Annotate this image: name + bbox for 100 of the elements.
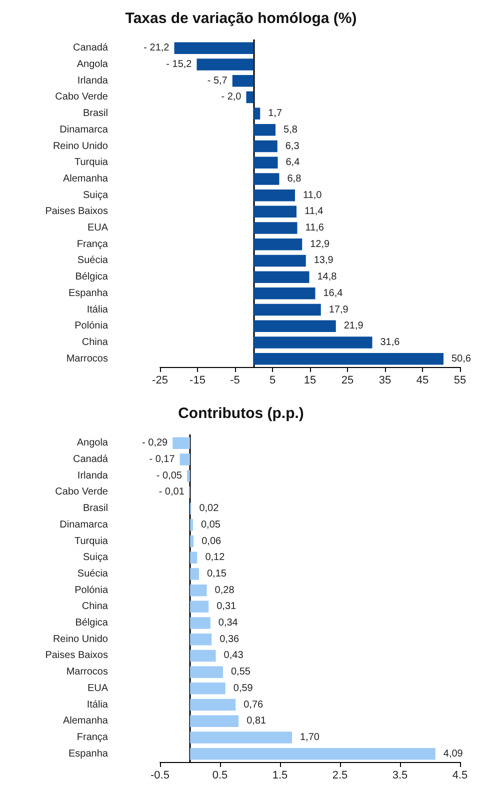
y-tick-label: Suiça (82, 552, 108, 564)
bar (254, 140, 278, 152)
bar (254, 206, 296, 218)
y-tick-label: França (76, 238, 108, 250)
data-label: - 2,0 (221, 92, 242, 103)
y-tick-label: EUA (87, 222, 108, 234)
bar (254, 320, 336, 332)
data-label: 6,8 (287, 173, 302, 184)
chart-title: Taxas de variação homóloga (%) (125, 10, 357, 27)
y-tick-label: Suécia (77, 255, 108, 266)
data-label: 6,3 (285, 140, 300, 152)
y-tick-label: Turquia (74, 536, 108, 547)
y-tick-label: Polónia (74, 584, 108, 596)
data-label: 13,9 (314, 255, 334, 266)
y-tick-label: Polónia (74, 320, 108, 332)
y-tick-label: EUA (87, 682, 108, 694)
data-label: 6,4 (286, 157, 300, 168)
data-label: - 0,17 (149, 454, 176, 466)
y-tick-label: China (82, 336, 108, 348)
bar (246, 91, 254, 104)
data-label: 5,8 (284, 124, 298, 136)
bar (187, 470, 190, 482)
data-label: 11,0 (303, 190, 322, 201)
bar (190, 535, 194, 548)
data-label: 31,6 (380, 336, 400, 348)
data-label: 11,4 (304, 206, 324, 218)
bar (254, 124, 276, 136)
data-label: 50,6 (452, 353, 472, 364)
bar (190, 552, 198, 564)
y-tick-label: Reino Unido (52, 140, 108, 152)
y-tick-label: Alemanha (62, 716, 108, 727)
bar (254, 173, 280, 185)
data-label: 1,7 (268, 108, 282, 120)
data-label: 11,6 (305, 222, 324, 234)
x-tick-label: -0.5 (150, 770, 170, 782)
data-label: - 0,01 (158, 486, 185, 498)
data-label: 0,76 (244, 699, 264, 710)
bar (196, 58, 254, 70)
y-tick-label: Cabo Verde (55, 486, 108, 498)
data-label: - 0,29 (142, 438, 168, 449)
data-label: 17,9 (328, 304, 349, 316)
bar (190, 617, 210, 629)
bar (254, 352, 444, 365)
bar (254, 336, 372, 348)
x-tick-label: 5 (269, 374, 276, 386)
data-label: 0,36 (220, 634, 240, 645)
bar (190, 732, 292, 744)
data-label: 0,05 (201, 519, 221, 530)
bar (254, 254, 306, 267)
y-tick-label: Paises Baixos (45, 650, 108, 662)
x-tick-label: -15 (190, 374, 206, 386)
y-tick-label: França (76, 732, 108, 743)
chart-title: Contributos (p.p.) (178, 405, 304, 422)
y-tick-label: Alemanha (62, 173, 108, 184)
y-tick-label: Reino Unido (52, 634, 108, 645)
data-label: 21,9 (344, 320, 364, 332)
x-tick-label: 15 (304, 374, 316, 386)
y-tick-label: Canadá (72, 454, 108, 466)
x-tick-label: 25 (341, 374, 354, 386)
x-tick-label: 3.5 (392, 770, 408, 782)
data-label: 0,12 (205, 552, 226, 564)
data-label: 0,81 (246, 716, 266, 727)
data-label: 16,4 (323, 288, 344, 299)
bar (254, 108, 260, 120)
y-tick-label: Brasil (82, 108, 108, 120)
data-label: 0,55 (231, 666, 251, 678)
data-label: 0,06 (202, 536, 222, 547)
bar (190, 682, 226, 694)
x-tick-label: 45 (416, 374, 429, 386)
bar (190, 748, 436, 760)
y-tick-label: Suécia (77, 568, 108, 580)
bar (190, 568, 199, 580)
x-tick-label: -25 (152, 374, 168, 386)
data-label: 0,02 (199, 503, 220, 514)
bar (254, 189, 295, 202)
bar (190, 633, 212, 646)
x-tick-label: 55 (454, 374, 466, 386)
y-tick-label: Angola (76, 59, 108, 70)
y-tick-label: Cabo Verde (55, 92, 108, 103)
data-label: 0,43 (224, 650, 244, 662)
y-tick-label: Turquia (74, 157, 108, 168)
y-tick-label: Irlanda (77, 470, 108, 482)
bar (232, 74, 254, 87)
data-label: 0,15 (207, 568, 227, 580)
data-label: - 5,7 (207, 75, 228, 86)
data-label: - 15,2 (166, 59, 192, 70)
y-tick-label: Angola (76, 438, 108, 449)
x-tick-label: 35 (378, 374, 392, 386)
y-tick-label: Marrocos (66, 666, 108, 678)
y-tick-label: Bélgica (75, 618, 108, 629)
y-tick-label: Brasil (82, 503, 108, 514)
y-tick-label: Canadá (72, 42, 108, 54)
bar (190, 666, 223, 678)
bar (174, 42, 254, 54)
y-tick-label: Itália (86, 304, 108, 316)
bar (190, 698, 236, 711)
data-label: 4,09 (443, 748, 464, 760)
y-tick-label: Suiça (82, 190, 108, 201)
data-label: - 21,2 (144, 42, 170, 54)
bar (254, 222, 298, 234)
